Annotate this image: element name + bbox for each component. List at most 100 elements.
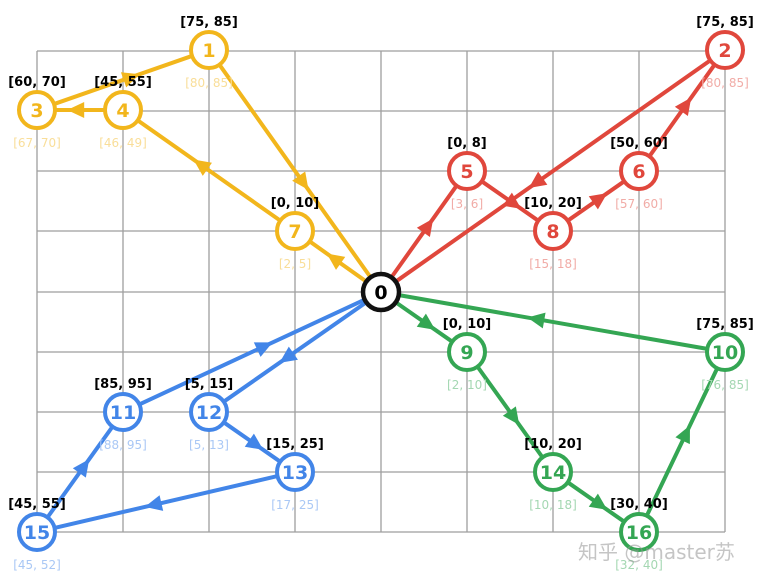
- node-id-label: 12: [196, 402, 222, 424]
- service-time-label: [2, 10]: [447, 378, 487, 392]
- node-7: 7 [0, 10] [2, 5]: [271, 196, 319, 271]
- arrow-head-icon: [416, 218, 434, 238]
- node-3: 3 [60, 70] [67, 70]: [8, 75, 66, 150]
- node-10: 10 [75, 85] [76, 85]: [696, 317, 754, 392]
- time-window-label: [60, 70]: [8, 75, 66, 90]
- arrow-head-icon: [193, 159, 212, 176]
- node-id-label: 14: [540, 462, 566, 484]
- node-15: 15 [45, 55] [45, 52]: [8, 497, 66, 572]
- node-id-label: 0: [374, 282, 387, 304]
- time-window-label: [75, 85]: [696, 15, 754, 30]
- time-window-label: [45, 55]: [8, 497, 66, 512]
- service-time-label: [76, 85]: [701, 378, 749, 392]
- node-11: 11 [85, 95] [88, 95]: [94, 377, 152, 452]
- node-16: 16 [30, 40] [32, 40]: [610, 497, 668, 572]
- edge-blue-13-to-15: [52, 474, 280, 530]
- time-window-label: [5, 15]: [185, 377, 233, 392]
- time-window-label: [50, 60]: [610, 136, 668, 151]
- arrow-head-icon: [279, 346, 298, 363]
- time-window-label: [10, 20]: [524, 437, 582, 452]
- time-window-label: [15, 25]: [266, 437, 324, 452]
- time-window-label: [30, 40]: [610, 497, 668, 512]
- time-window-label: [0, 10]: [443, 317, 491, 332]
- edge-blue-12-to-13: [221, 420, 283, 464]
- service-time-label: [88, 95]: [99, 438, 147, 452]
- node-id-label: 13: [282, 462, 308, 484]
- node-14: 14 [10, 20] [10, 18]: [524, 437, 582, 512]
- time-window-label: [10, 20]: [524, 196, 582, 211]
- node-6: 6 [50, 60] [57, 60]: [610, 136, 668, 211]
- arrow-head-icon: [67, 102, 85, 118]
- node-id-label: 8: [546, 221, 559, 243]
- edge-yellow-4-to-3: [53, 102, 107, 118]
- service-time-label: [80, 85]: [185, 76, 233, 90]
- arrow-head-icon: [144, 495, 164, 511]
- service-time-label: [80, 85]: [701, 76, 749, 90]
- time-window-label: [75, 85]: [696, 317, 754, 332]
- node-id-label: 4: [116, 100, 129, 122]
- arrow-head-icon: [528, 171, 548, 188]
- edge-blue-0-to-12: [221, 300, 368, 404]
- watermark: 知乎 @master苏: [578, 540, 735, 564]
- route-nodes: 0 1 [75, 85] [80, 85] 2 [75, 85] [80, 85] 3 [60,…: [8, 15, 754, 572]
- arrow-head-icon: [502, 406, 520, 425]
- route-edges: [45, 53, 720, 530]
- service-time-label: [32, 40]: [615, 558, 663, 572]
- node-id-label: 2: [718, 40, 731, 62]
- node-5: 5 [0, 8] [3, 6]: [447, 136, 487, 211]
- arrow-head-icon: [416, 313, 436, 330]
- edge-yellow-1-to-0: [217, 62, 372, 279]
- edge-green-16-to-10: [644, 366, 720, 518]
- service-time-label: [57, 60]: [615, 197, 663, 211]
- service-time-label: [2, 5]: [279, 257, 311, 271]
- arrow-head-icon: [120, 72, 140, 88]
- node-1: 1 [75, 85] [80, 85]: [180, 15, 238, 90]
- edge-green-9-to-14: [475, 364, 545, 460]
- node-id-label: 16: [626, 522, 652, 544]
- service-time-label: [46, 49]: [99, 136, 147, 150]
- node-id-label: 1: [202, 40, 215, 62]
- arrow-head-icon: [675, 425, 690, 445]
- service-time-label: [15, 18]: [529, 257, 577, 271]
- edge-green-0-to-9: [394, 300, 455, 344]
- service-time-label: [17, 25]: [271, 498, 319, 512]
- edge-blue-11-to-0: [137, 298, 366, 407]
- node-id-label: 9: [460, 342, 473, 364]
- node-0: 0: [360, 271, 402, 313]
- time-window-label: [75, 85]: [180, 15, 238, 30]
- time-window-label: [45, 55]: [94, 75, 152, 90]
- node-id-label: 11: [110, 402, 136, 424]
- arrow-head-icon: [588, 493, 608, 510]
- edge-yellow-7-to-4: [135, 118, 283, 223]
- time-window-label: [85, 95]: [94, 377, 152, 392]
- arrow-head-icon: [72, 459, 90, 478]
- node-13: 13 [15, 25] [17, 25]: [266, 437, 324, 512]
- arrow-head-icon: [326, 253, 346, 270]
- arrow-head-icon: [674, 97, 692, 117]
- edge-red-2-to-0: [394, 58, 713, 284]
- edge-green-14-to-16: [565, 480, 627, 524]
- service-time-label: [10, 18]: [529, 498, 577, 512]
- service-time-label: [3, 6]: [451, 197, 483, 211]
- node-8: 8 [10, 20] [15, 18]: [524, 196, 582, 271]
- node-4: 4 [45, 55] [46, 49]: [94, 75, 152, 150]
- time-window-label: [0, 10]: [271, 196, 319, 211]
- edge-yellow-0-to-7: [307, 239, 368, 284]
- node-12: 12 [5, 15] [5, 13]: [185, 377, 233, 452]
- arrow-head-icon: [253, 342, 273, 357]
- node-id-label: 15: [24, 522, 50, 544]
- edge-green-10-to-0: [397, 293, 710, 351]
- node-2: 2 [75, 85] [80, 85]: [696, 15, 754, 90]
- edge-yellow-3-to-1: [51, 53, 195, 107]
- node-id-label: 7: [288, 221, 301, 243]
- edge-red-6-to-2: [647, 62, 717, 159]
- arrow-head-icon: [292, 171, 309, 191]
- node-id-label: 5: [460, 161, 473, 183]
- edge-red-8-to-6: [565, 179, 627, 223]
- service-time-label: [5, 13]: [189, 438, 229, 452]
- edge-red-0-to-5: [390, 183, 459, 279]
- arrow-head-icon: [527, 312, 546, 329]
- service-time-label: [67, 70]: [13, 136, 61, 150]
- node-id-label: 3: [30, 100, 43, 122]
